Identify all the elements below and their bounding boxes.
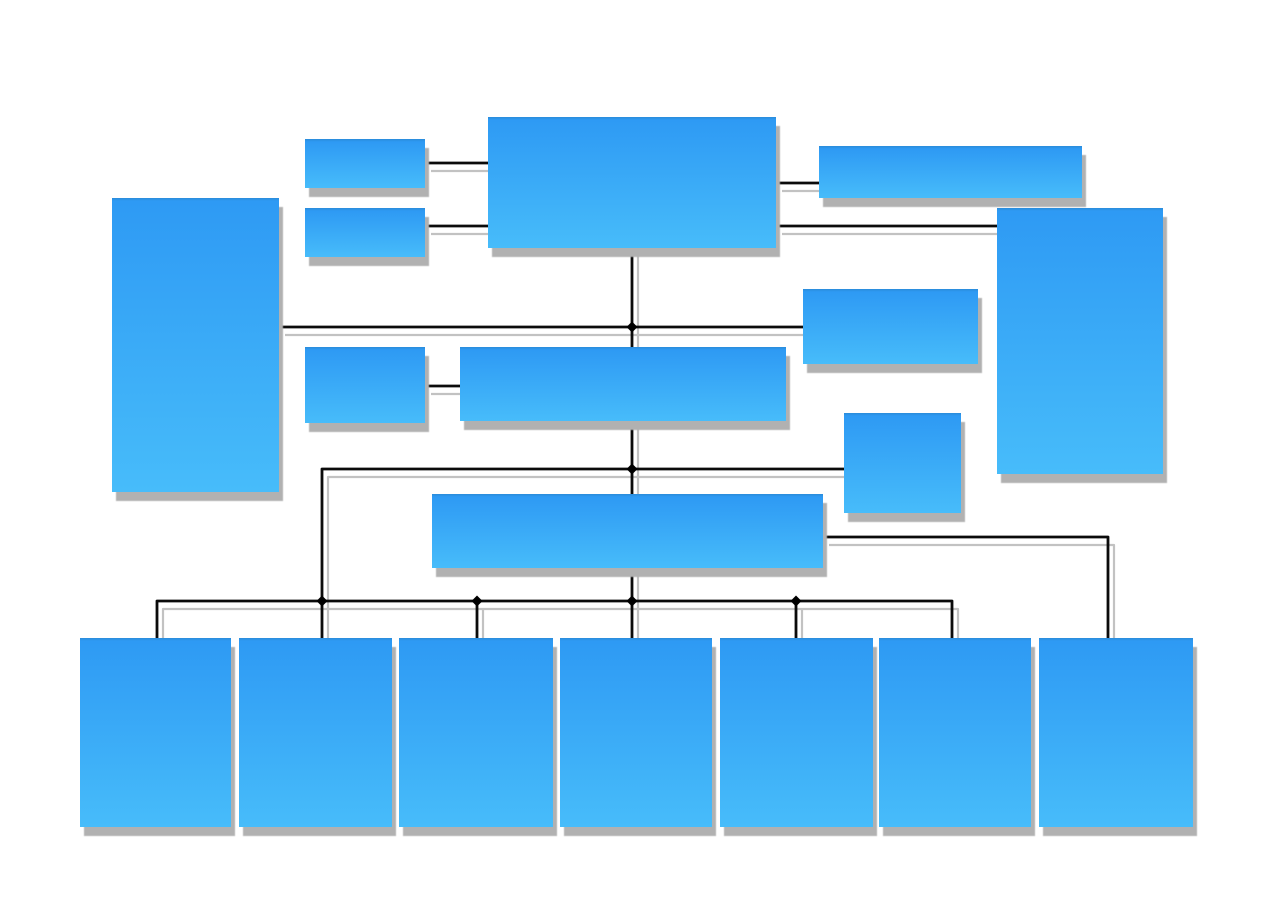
- node-bottom-5[interactable]: [720, 638, 873, 827]
- node-top-small-2[interactable]: [305, 208, 425, 257]
- connector-line-shadow: [326, 475, 850, 646]
- junction-dot: [316, 595, 328, 607]
- node-connector-small[interactable]: [844, 413, 961, 513]
- node-bottom-7[interactable]: [1039, 638, 1193, 827]
- connector-line: [320, 467, 844, 638]
- junction-dot: [626, 595, 638, 607]
- junction-dot: [626, 463, 638, 475]
- node-mid-small[interactable]: [305, 347, 425, 423]
- node-top-center[interactable]: [488, 117, 776, 248]
- junction-dot: [471, 595, 483, 607]
- node-bottom-3[interactable]: [399, 638, 553, 827]
- node-top-right[interactable]: [819, 146, 1082, 198]
- node-bottom-4[interactable]: [560, 638, 712, 827]
- node-right-tall[interactable]: [997, 208, 1163, 474]
- node-bottom-2[interactable]: [239, 638, 392, 827]
- junction-dot: [626, 321, 638, 333]
- connector-line: [823, 535, 1110, 638]
- node-bottom-1[interactable]: [80, 638, 231, 827]
- connector-line-shadow: [161, 607, 960, 646]
- connector-line-shadow: [829, 543, 1116, 646]
- node-left-tall[interactable]: [112, 198, 279, 492]
- node-lower-wide[interactable]: [432, 494, 823, 568]
- node-top-small-1[interactable]: [305, 139, 425, 188]
- node-mid-right[interactable]: [803, 289, 978, 364]
- node-mid-wide[interactable]: [460, 347, 786, 421]
- junction-dot: [790, 595, 802, 607]
- connector-line: [155, 599, 954, 638]
- node-bottom-6[interactable]: [879, 638, 1031, 827]
